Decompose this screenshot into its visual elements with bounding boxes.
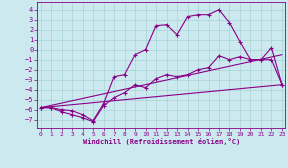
X-axis label: Windchill (Refroidissement éolien,°C): Windchill (Refroidissement éolien,°C) [83,138,240,145]
